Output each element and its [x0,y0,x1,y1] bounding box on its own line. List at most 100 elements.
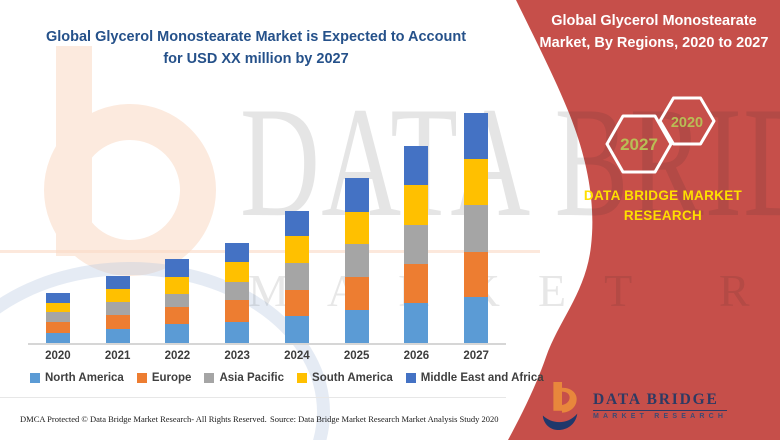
bar-stack-2021 [105,275,130,343]
hexagon-badges: 2027 2020 [605,96,716,174]
legend-item-south-america: South America [297,372,393,384]
bar-segment-north-america [344,310,369,343]
hexagon-2027 [605,114,673,174]
legend-item-asia-pacific: Asia Pacific [204,372,284,384]
logo-swoosh [542,413,578,430]
bar-segment-asia-pacific [165,294,190,308]
bar-segment-europe [344,277,369,311]
x-axis-label-2025: 2025 [343,350,370,362]
bar-segment-asia-pacific [225,282,250,301]
chart-column-2020 [28,293,88,343]
bar-segment-south-america [105,288,130,303]
bar-stack-2026 [404,146,429,343]
chart-column-2024 [267,211,327,343]
x-axis-label-2022: 2022 [164,350,191,362]
databridge-logo: DATA BRIDGE MARKET RESEARCH [540,380,728,430]
legend-label: North America [45,372,124,384]
legend-swatch [204,373,215,383]
legend-label: Middle East and Africa [420,372,544,384]
x-axis-label-2021: 2021 [104,350,131,362]
logo-subtitle: MARKET RESEARCH [593,412,728,420]
bar-segment-middle-east-and-africa [225,243,250,263]
x-axis-label-2027: 2027 [463,350,489,362]
footer-source-text: Source: Data Bridge Market Research Mark… [270,414,499,424]
x-axis-label-2024: 2024 [284,350,310,362]
bar-segment-south-america [165,276,190,295]
legend-item-middle-east-and-africa: Middle East and Africa [405,372,544,384]
logo-b-stem [553,382,562,411]
bar-segment-europe [45,322,70,333]
legend-swatch [405,373,416,383]
x-axis-label-2020: 2020 [45,350,71,362]
bars-area [28,105,506,345]
bar-segment-europe [105,315,130,329]
bar-segment-north-america [45,333,70,343]
bar-stack-2020 [45,293,70,343]
legend-swatch [297,373,308,383]
bar-stack-2022 [165,259,190,343]
logo-text: DATA BRIDGE MARKET RESEARCH [593,391,728,420]
x-axis-labels: 2020 2021 2022 2023 2024 2025 2026 2027 [28,350,506,362]
hexagon-year-label-2027: 2027 [620,135,658,154]
bar-stack-2023 [225,243,250,343]
x-axis-label-2023: 2023 [224,350,250,362]
bar-segment-north-america [105,328,130,343]
chart-column-2026 [387,146,447,343]
bar-segment-middle-east-and-africa [284,211,309,237]
chart-column-2027 [446,112,506,343]
bar-segment-north-america [225,322,250,343]
bar-segment-north-america [404,302,429,343]
bar-segment-south-america [45,302,70,312]
legend-label: South America [312,372,393,384]
bar-segment-south-america [344,212,369,245]
bar-segment-south-america [464,158,489,205]
bar-stack-2025 [344,177,369,343]
bar-segment-middle-east-and-africa [344,177,369,213]
legend-item-europe: Europe [136,372,191,384]
footer-dmca-text: DMCA Protected © Data Bridge Market Rese… [20,414,267,424]
legend-swatch [136,373,147,383]
logo-b-mark [542,382,578,430]
page-title: Global Glycerol Monostearate Market is E… [45,29,467,68]
bar-segment-north-america [165,324,190,343]
bar-segment-asia-pacific [404,224,429,264]
legend-item-north-america: North America [30,372,124,384]
logo-name: DATA BRIDGE [593,391,728,411]
bar-stack-2024 [284,211,309,343]
bar-segment-north-america [284,316,309,343]
bar-segment-middle-east-and-africa [165,259,190,277]
bar-segment-middle-east-and-africa [45,293,70,303]
bar-segment-asia-pacific [344,244,369,278]
bar-segment-asia-pacific [45,312,70,322]
bar-segment-south-america [404,185,429,225]
footer-divider [0,397,506,398]
right-panel-heading: Global Glycerol Monostearate Market, By … [539,13,769,51]
bar-segment-south-america [284,236,309,263]
chart-column-2023 [207,243,267,343]
stacked-bar-chart: 2020 2021 2022 2023 2024 2025 2026 2027 [28,105,506,362]
bar-segment-europe [225,300,250,322]
red-banner-path [508,0,780,440]
bar-segment-middle-east-and-africa [464,112,489,159]
chart-column-2025 [327,177,387,343]
legend-swatch [30,373,40,383]
legend-label: Asia Pacific [219,372,285,384]
bar-segment-asia-pacific [284,262,309,290]
logo-b-bowl [562,387,577,413]
chart-column-2022 [148,259,208,343]
bar-segment-north-america [464,297,489,343]
hexagon-2020 [658,96,716,146]
bar-segment-asia-pacific [464,204,489,252]
bar-segment-asia-pacific [105,302,130,316]
bar-segment-europe [464,252,489,297]
x-axis-label-2026: 2026 [403,350,430,362]
bar-segment-europe [404,263,429,303]
chart-column-2021 [88,275,148,343]
bar-segment-middle-east-and-africa [105,275,130,289]
bar-segment-middle-east-and-africa [404,146,429,186]
bar-stack-2027 [464,112,489,343]
brand-text: DATA BRIDGE MARKET RESEARCH [583,188,743,224]
bar-segment-europe [165,307,190,325]
